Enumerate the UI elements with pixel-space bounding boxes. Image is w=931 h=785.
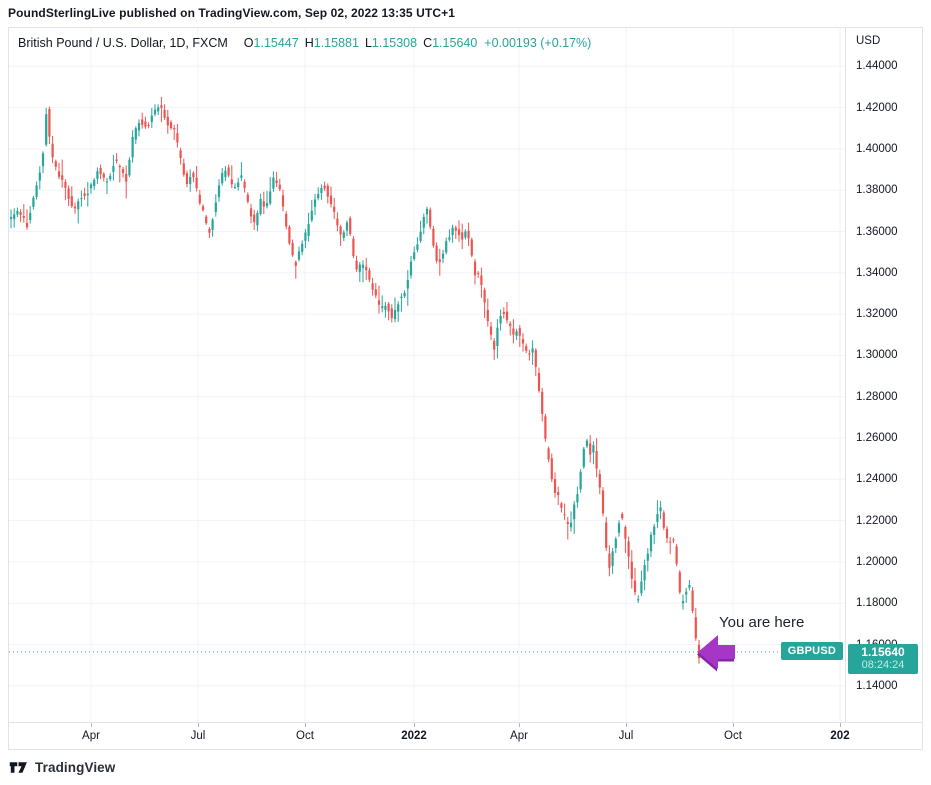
price-tick-label: 1.30000 [856, 349, 898, 362]
symbol-title: British Pound / U.S. Dollar, 1D, FXCM [18, 36, 228, 50]
time-tick-label: Jul [190, 730, 206, 742]
time-tick-label: Oct [724, 730, 742, 742]
ohlc-values: O1.15447 H1.15881 L1.15308 C1.15640 [238, 36, 478, 50]
price-tick-label: 1.18000 [856, 597, 898, 610]
close-key: C [423, 36, 433, 50]
time-tick-label: Apr [82, 730, 100, 742]
time-tick-label: Apr [510, 730, 528, 742]
price-tick-label: 1.26000 [856, 432, 898, 444]
time-tick-label: Jul [618, 730, 634, 742]
candlestick-series [9, 96, 701, 664]
chart-legend[interactable]: British Pound / U.S. Dollar, 1D, FXCM O1… [18, 36, 591, 50]
close-value: 1.15640 [432, 36, 478, 50]
change-value: +0.00193 (+0.17%) [484, 36, 592, 50]
open-value: 1.15447 [253, 36, 299, 50]
low-value: 1.15308 [371, 36, 418, 50]
symbol-price-flag: GBPUSD [780, 642, 843, 661]
price-tick-label: 1.22000 [856, 514, 898, 527]
price-tick-label: 1.28000 [856, 390, 898, 403]
time-tickmark [414, 723, 415, 727]
tradingview-brand[interactable]: TradingView [8, 757, 115, 778]
time-tick-label: 2022 [401, 730, 427, 742]
price-tick-label: 1.34000 [856, 266, 898, 279]
open-key: O [243, 36, 254, 50]
price-tick-label: 1.24000 [856, 473, 898, 486]
last-price-badge: 1.15640 08:24:24 [848, 643, 918, 674]
high-value: 1.15881 [313, 36, 359, 50]
price-tick-label: 1.36000 [856, 225, 898, 238]
low-key: L [364, 36, 372, 50]
chart-container: British Pound / U.S. Dollar, 1D, FXCM O1… [8, 27, 923, 750]
time-tick-label: 202 [830, 730, 850, 742]
time-tickmark [519, 723, 520, 727]
price-axis[interactable]: USD 1.44000 1.42000 1.40000 1.38000 1.36000 1… [846, 28, 922, 722]
price-tick-label: 1.44000 [856, 60, 898, 73]
gridlines [9, 28, 845, 722]
price-tick-label: 1.38000 [856, 184, 898, 197]
price-tick-label: 1.14000 [856, 679, 898, 692]
time-tickmark [91, 723, 92, 727]
bar-countdown: 08:24:24 [861, 658, 905, 671]
time-tickmark [198, 723, 199, 727]
last-price-value: 1.15640 [861, 644, 905, 659]
you-are-here-annotation: You are here [719, 614, 805, 631]
tradingview-logo-icon [9, 762, 27, 773]
price-tick-label: 1.40000 [856, 142, 898, 155]
price-tick-label: 1.42000 [856, 101, 898, 114]
price-tick-label: 1.32000 [856, 308, 898, 321]
high-key: H [304, 36, 314, 50]
time-tickmark [305, 723, 306, 727]
purple-arrow-icon [697, 634, 735, 672]
time-tickmark [733, 723, 734, 727]
time-tickmark [626, 723, 627, 727]
time-tickmark [840, 723, 841, 727]
tradingview-brand-label: TradingView [35, 760, 116, 775]
axis-currency-label: USD [856, 35, 881, 47]
plot-area[interactable]: British Pound / U.S. Dollar, 1D, FXCM O1… [9, 28, 846, 722]
time-axis[interactable]: Apr Jul Oct 2022 Apr Jul Oct 202 [9, 722, 922, 749]
time-tick-label: Oct [296, 730, 314, 742]
attribution-text: PoundSterlingLive published on TradingVi… [8, 6, 455, 20]
price-tick-label: 1.20000 [856, 555, 898, 568]
